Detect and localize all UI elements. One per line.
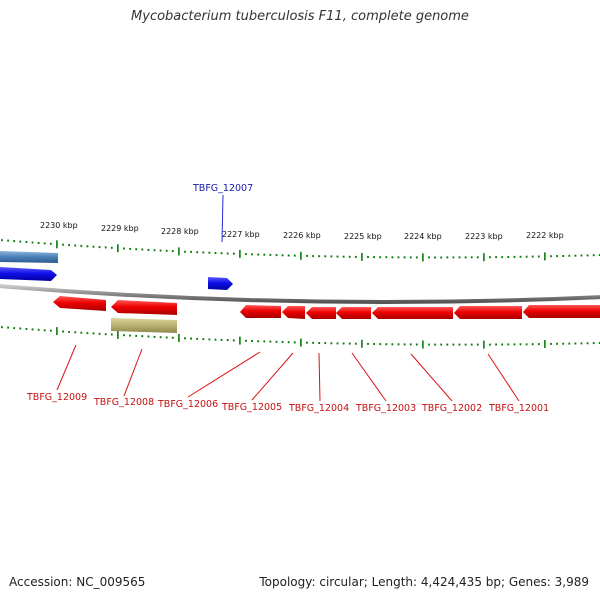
gene-TBFG_12003[interactable] <box>336 307 371 319</box>
gene-TBFG_12006[interactable] <box>240 305 281 318</box>
scale-label-2230: 2230 kbp <box>40 221 78 230</box>
gene-label-TBFG_12001: TBFG_12001 <box>488 403 549 414</box>
scale-label-2229: 2229 kbp <box>101 224 139 233</box>
gene-TBFG_12009[interactable] <box>53 296 106 311</box>
scale-label-2226: 2226 kbp <box>283 231 321 240</box>
gene-label-TBFG_12008: TBFG_12008 <box>93 397 154 408</box>
gene-label-TBFG_12004: TBFG_12004 <box>288 403 349 414</box>
gene-label-TBFG_12007: TBFG_12007 <box>192 183 253 194</box>
gene-TBFG_12002-a[interactable] <box>372 307 453 319</box>
scale-labels: 2230 kbp 2229 kbp 2228 kbp 2227 kbp 2226… <box>40 221 564 241</box>
genome-backbone <box>0 284 600 305</box>
gene-TBFG_12004[interactable] <box>306 307 336 319</box>
genome-stats-text: Topology: circular; Length: 4,424,435 bp… <box>259 575 589 589</box>
gene-label-TBFG_12002: TBFG_12002 <box>421 403 482 414</box>
forward-feature-steel[interactable] <box>0 251 58 263</box>
gene-TBFG_12002-b[interactable] <box>454 306 522 319</box>
lower-scale-ruler <box>1 326 600 349</box>
forward-features <box>0 251 233 290</box>
gene-label-TBFG_12003: TBFG_12003 <box>355 403 416 414</box>
gene-TBFG_12005[interactable] <box>282 306 305 319</box>
gene-TBFG_12001[interactable] <box>523 305 600 318</box>
upper-scale-ruler <box>1 239 600 262</box>
gene-TBFG_12008[interactable] <box>111 300 177 315</box>
scale-label-2227: 2227 kbp <box>222 230 260 239</box>
forward-gene-left[interactable] <box>0 267 57 281</box>
scale-label-2228: 2228 kbp <box>161 227 199 236</box>
gene-TBFG_12007[interactable] <box>208 277 233 290</box>
feature-TBFG_12008-misc[interactable] <box>111 318 177 333</box>
map-title: Mycobacterium tuberculosis F11, complete… <box>131 9 469 24</box>
scale-label-2225: 2225 kbp <box>344 232 382 241</box>
accession-text: Accession: NC_009565 <box>9 575 146 589</box>
gene-label-TBFG_12006: TBFG_12006 <box>157 399 218 410</box>
gene-labels: TBFG_12007 TBFG_12009 TBFG_12008 TBFG_12… <box>26 183 549 414</box>
scale-label-2223: 2223 kbp <box>465 232 503 241</box>
label-leaders <box>56 194 520 402</box>
reverse-features <box>53 296 600 333</box>
scale-label-2222: 2222 kbp <box>526 231 564 240</box>
gene-label-TBFG_12009: TBFG_12009 <box>26 392 87 403</box>
gene-label-TBFG_12005: TBFG_12005 <box>221 402 282 413</box>
scale-label-2224: 2224 kbp <box>404 232 442 241</box>
